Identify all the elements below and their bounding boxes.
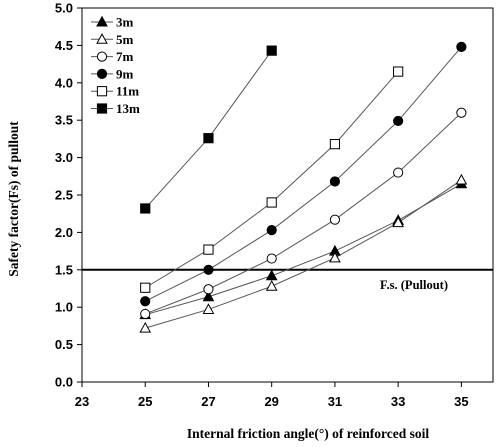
data-point-11m (266, 197, 277, 208)
data-point-13m (203, 133, 214, 144)
data-point-11m (140, 282, 151, 293)
data-point-5m (265, 280, 278, 291)
y-tick-label: 5.0 (55, 1, 73, 16)
y-tick-label: 4.5 (55, 38, 73, 53)
data-point-11m (393, 66, 404, 77)
legend-marker-11m (96, 86, 108, 97)
series-line-13m (144, 50, 273, 209)
legend-marker-5m (96, 33, 108, 44)
data-point-7m (203, 284, 214, 295)
y-tick-label: 4.0 (55, 75, 73, 90)
data-point-7m (456, 107, 467, 118)
y-tick-label: 0.5 (55, 337, 73, 352)
data-point-11m (329, 139, 341, 150)
x-axis-title: Internal friction angle(°) of reinforced… (187, 426, 429, 441)
reference-line-label: F.s. (Pullout) (380, 278, 448, 292)
x-tick-label: 29 (264, 394, 278, 409)
data-point-7m (266, 253, 277, 264)
y-tick-label: 1.5 (55, 262, 73, 277)
legend-marker-9m (96, 68, 108, 80)
data-point-5m (139, 321, 152, 333)
x-tick-label: 35 (454, 394, 468, 409)
data-point-7m (329, 214, 341, 225)
legend-label-11m: 11m (116, 84, 139, 99)
legend: 3m 5m 7m 9m 11m 13m (91, 15, 140, 116)
legend-label-3m: 3m (116, 15, 134, 30)
data-point-9m (329, 176, 341, 187)
y-tick-label: 3.0 (55, 150, 73, 165)
legend-label-13m: 13m (116, 101, 140, 116)
data-point-11m (203, 244, 214, 255)
legend-label-9m: 9m (116, 66, 134, 81)
x-tick-label: 27 (201, 394, 215, 409)
legend-marker-7m (96, 51, 108, 62)
y-tick-label: 1.0 (55, 300, 73, 315)
data-point-5m (202, 303, 215, 314)
y-tick-label: 2.0 (55, 225, 73, 240)
series-markers (139, 41, 468, 333)
data-point-5m (329, 251, 341, 263)
legend-marker-13m (96, 103, 108, 114)
data-point-5m (392, 216, 404, 228)
data-point-9m (203, 264, 214, 275)
x-tick-label: 31 (328, 394, 342, 409)
x-tick-label: 33 (391, 394, 405, 409)
y-tick-label: 0.0 (55, 375, 73, 390)
y-tick-label: 2.5 (55, 188, 73, 203)
legend-marker-3m (96, 15, 108, 27)
data-point-9m (456, 41, 467, 52)
legend-label-7m: 7m (116, 49, 134, 64)
data-point-3m (265, 269, 278, 281)
data-point-3m (202, 290, 215, 302)
series-line-3m (145, 183, 462, 316)
legend-label-5m: 5m (116, 32, 134, 47)
x-tick-label: 25 (138, 394, 152, 409)
y-axis: 0.0 0.5 1.0 1.5 2.0 2.5 3.0 3.5 4.0 4.5 5.0 (55, 1, 82, 390)
y-axis-title: Safety factor(Fs) of pullout (6, 121, 21, 277)
data-point-7m (393, 167, 404, 178)
x-tick-label: 23 (75, 394, 89, 409)
data-point-9m (140, 296, 151, 307)
series-line-9m (145, 46, 462, 302)
series-line-7m (145, 112, 462, 315)
x-axis: 23 25 27 29 31 33 35 (75, 382, 469, 409)
series-line-5m (145, 179, 462, 329)
data-point-9m (393, 115, 404, 127)
data-point-13m (140, 203, 151, 214)
y-tick-label: 3.5 (55, 113, 73, 128)
data-point-13m (266, 45, 277, 56)
data-point-5m (455, 173, 468, 185)
data-point-9m (266, 225, 277, 236)
data-point-7m (140, 308, 151, 320)
